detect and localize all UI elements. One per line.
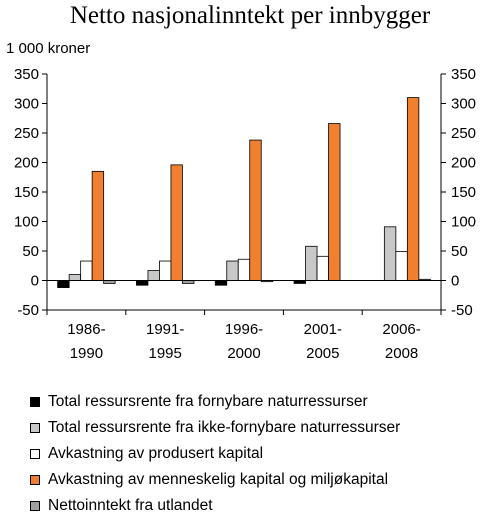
bar-series-2-cat-3 [226, 260, 239, 281]
legend-item-1: Total ressursrente fra fornybare naturre… [30, 389, 400, 415]
y-tick-label-right: 100 [451, 214, 476, 231]
bar-chart: 350 350 300 300 250 250 200 200 150 150 100 100 50 50… [14, 66, 476, 362]
y-tick-label-left: 200 [14, 155, 39, 172]
legend-swatch [30, 475, 40, 485]
bar-series-4-cat-1 [91, 170, 105, 281]
bar-series-3-cat-4 [316, 255, 329, 281]
bar-series-4-cat-4 [328, 123, 341, 281]
y-tick-label-right: -50 [451, 302, 473, 319]
tick-labels-group: 350 350 300 300 250 250 200 200 150 150 100 100 50 50… [14, 66, 476, 362]
bar-series-3-cat-2 [159, 260, 172, 281]
legend-item-2: Total ressursrente fra ikke-fornybare na… [30, 415, 400, 441]
axes-group [42, 73, 446, 315]
y-tick-label-left: 50 [22, 243, 39, 260]
bar-series-1-cat-2 [136, 280, 149, 286]
bar-series-3-cat-1 [80, 260, 93, 281]
y-tick-label-right: 0 [451, 273, 459, 290]
bar-series-2-cat-2 [147, 270, 160, 281]
y-tick-label-right: 50 [451, 243, 468, 260]
bar-series-1-cat-1 [57, 280, 70, 288]
y-tick-label-left: 300 [14, 96, 39, 113]
y-tick-label-right: 200 [451, 155, 476, 172]
bars-group [57, 97, 431, 288]
y-tick-label-left: -50 [17, 302, 39, 319]
legend-item-4: Avkastning av menneskelig kapital og mil… [30, 467, 400, 493]
x-tick-label: 2006- [382, 321, 420, 338]
x-tick-label: 1995 [149, 345, 182, 362]
legend-item-5: Nettoinntekt fra utlandet [30, 493, 400, 519]
y-axis-unit-label: 1 000 kroner [6, 40, 91, 57]
bar-series-4-cat-5 [406, 97, 420, 281]
legend-label: Total ressursrente fra fornybare naturre… [48, 393, 368, 410]
legend-item-3: Avkastning av produsert kapital [30, 441, 400, 467]
legend-swatch [30, 423, 40, 433]
bar-series-3-cat-3 [237, 258, 251, 281]
legend-label: Avkastning av produsert kapital [48, 445, 264, 462]
legend-swatch [30, 501, 40, 511]
x-tick-label: 2008 [385, 345, 418, 362]
bar-series-4-cat-2 [170, 164, 183, 281]
y-tick-label-left: 100 [14, 214, 39, 231]
bar-series-2-cat-5 [383, 226, 397, 281]
legend-label: Total ressursrente fra ikke-fornybare na… [48, 419, 401, 436]
bar-series-3-cat-5 [395, 251, 408, 281]
x-tick-label: 1996- [225, 321, 263, 338]
chart-title: Netto nasjonalinntekt per innbygger [69, 2, 431, 29]
legend-label: Nettoinntekt fra utlandet [48, 497, 213, 514]
y-tick-label-left: 350 [14, 66, 39, 83]
legend-swatch [30, 449, 40, 459]
x-tick-label: 2000 [227, 345, 260, 362]
x-tick-label: 1990 [70, 345, 103, 362]
x-tick-label: 1991- [146, 321, 184, 338]
x-tick-label: 2001- [304, 321, 342, 338]
y-tick-label-right: 300 [451, 96, 476, 113]
x-tick-label: 2005 [306, 345, 339, 362]
y-tick-label-left: 0 [31, 273, 39, 290]
legend: Total ressursrente fra fornybare naturre… [30, 389, 400, 519]
legend-label: Avkastning av menneskelig kapital og mil… [48, 471, 389, 488]
bar-series-2-cat-1 [68, 274, 82, 281]
y-tick-label-right: 350 [451, 66, 476, 83]
bar-series-4-cat-3 [249, 139, 262, 281]
legend-swatch [30, 397, 40, 407]
x-tick-label: 1986- [67, 321, 105, 338]
y-tick-label-right: 250 [451, 125, 476, 142]
y-tick-label-left: 250 [14, 125, 39, 142]
y-tick-label-right: 150 [451, 184, 476, 201]
bar-series-2-cat-4 [305, 245, 318, 281]
y-tick-label-left: 150 [14, 184, 39, 201]
bar-series-1-cat-3 [214, 280, 228, 286]
